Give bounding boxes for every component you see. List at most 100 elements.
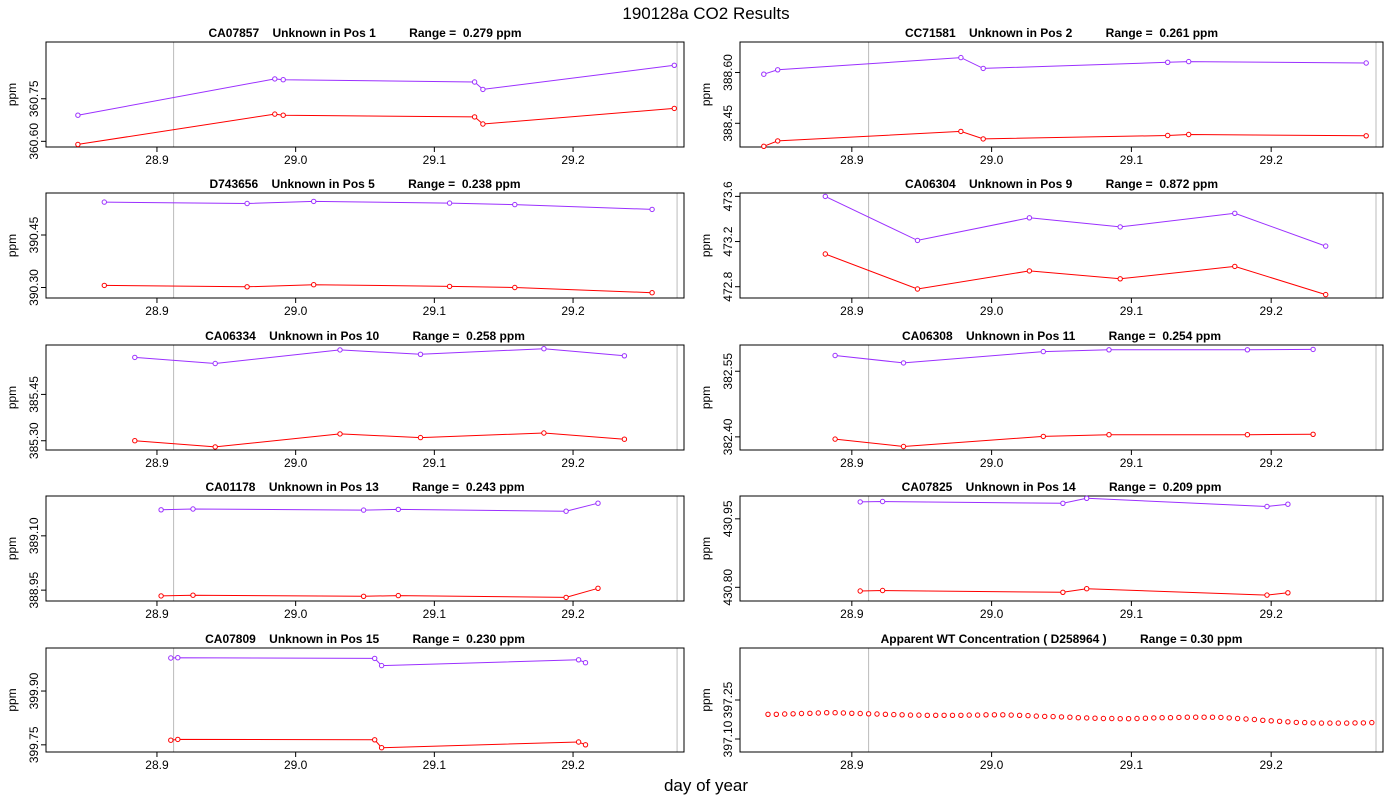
data-point xyxy=(941,712,947,718)
x-tick-label: 29.0 xyxy=(284,607,308,621)
y-tick-label: 399.75 xyxy=(27,726,41,763)
data-point xyxy=(1276,718,1283,724)
data-point xyxy=(75,141,81,148)
y-tick-label: 385.30 xyxy=(27,422,41,459)
data-point xyxy=(824,710,830,716)
series-lower xyxy=(857,586,1291,598)
x-tick-label: 28.9 xyxy=(840,607,864,621)
x-tick-label: 28.9 xyxy=(145,456,169,470)
series-upper xyxy=(832,346,1316,366)
x-tick-label: 28.9 xyxy=(145,758,169,772)
y-tick-label: 473.2 xyxy=(721,226,735,256)
data-point xyxy=(958,54,964,61)
panel-7: CA01178 Unknown in Pos 13 Range = 0.243 … xyxy=(5,480,685,621)
y-axis-label: ppm xyxy=(699,386,713,409)
y-tick-label: 397.25 xyxy=(721,681,735,718)
data-point xyxy=(1234,715,1241,722)
y-axis-label: ppm xyxy=(699,537,713,560)
data-point xyxy=(1176,714,1182,721)
data-point xyxy=(891,711,897,718)
data-point xyxy=(480,86,486,93)
panel-title: CA07809 Unknown in Pos 15 Range = 0.230 … xyxy=(205,632,525,646)
y-axis-label: ppm xyxy=(5,83,19,106)
x-tick-label: 29.0 xyxy=(980,607,1004,621)
panel-10: Apparent WT Concentration ( D258964 ) Ra… xyxy=(699,632,1384,772)
data-point xyxy=(1075,715,1082,721)
panel-9: CA07809 Unknown in Pos 15 Range = 0.230 … xyxy=(5,632,685,772)
y-axis-label: ppm xyxy=(5,234,19,257)
data-point xyxy=(815,710,821,716)
data-point xyxy=(1323,291,1329,298)
series-line xyxy=(104,284,653,294)
data-point xyxy=(1040,433,1047,440)
data-point xyxy=(101,199,108,205)
data-point xyxy=(882,711,889,717)
data-point xyxy=(168,655,174,661)
series-lower xyxy=(75,105,677,148)
data-point xyxy=(360,593,367,599)
data-point xyxy=(671,62,677,69)
x-tick-label: 28.9 xyxy=(145,607,169,621)
data-point xyxy=(417,351,424,357)
y-tick-label: 472.8 xyxy=(721,271,735,301)
x-tick-label: 29.2 xyxy=(561,153,585,167)
data-point xyxy=(916,712,922,718)
x-tick-label: 29.0 xyxy=(284,153,308,167)
data-point xyxy=(1084,495,1090,501)
data-point xyxy=(865,711,872,717)
data-point xyxy=(244,284,250,290)
y-tick-label: 385.45 xyxy=(27,376,41,413)
x-tick-label: 28.9 xyxy=(145,304,169,318)
panel-title: CA07825 Unknown in Pos 14 Range = 0.209 … xyxy=(902,480,1222,494)
plot-frame xyxy=(739,41,1384,148)
data-point xyxy=(832,710,838,716)
data-point xyxy=(1335,720,1342,726)
data-point xyxy=(1000,712,1006,718)
data-point xyxy=(1201,714,1207,720)
data-point xyxy=(1106,347,1112,353)
data-point xyxy=(1209,714,1216,720)
data-point xyxy=(1243,716,1249,722)
y-tick-label: 397.10 xyxy=(721,720,735,757)
plot-frame xyxy=(45,192,685,299)
panel-4: CA06304 Unknown in Pos 9 Range = 0.872 p… xyxy=(699,177,1384,318)
x-tick-label: 29.2 xyxy=(1259,153,1283,167)
data-point xyxy=(1117,716,1123,722)
data-point xyxy=(773,711,779,717)
data-point xyxy=(1363,133,1369,139)
x-tick-label: 29.2 xyxy=(1259,456,1283,470)
series-line xyxy=(860,497,1288,508)
data-point xyxy=(1310,431,1316,437)
data-point xyxy=(337,347,343,353)
y-tick-label: 390.30 xyxy=(27,269,41,306)
y-axis-label: ppm xyxy=(699,83,713,106)
data-point xyxy=(1285,719,1291,725)
data-point xyxy=(1232,210,1238,217)
data-point xyxy=(1026,268,1033,274)
data-point xyxy=(832,352,838,359)
data-point xyxy=(874,711,880,717)
data-point xyxy=(1232,263,1238,270)
data-point xyxy=(337,431,343,437)
data-point xyxy=(446,283,453,290)
data-point xyxy=(1264,592,1270,598)
series-line xyxy=(161,502,599,512)
data-point xyxy=(541,430,547,436)
y-axis-label: ppm xyxy=(699,234,713,257)
data-point xyxy=(1125,716,1132,722)
data-point xyxy=(807,710,813,716)
panel-5: CA06334 Unknown in Pos 10 Range = 0.258 … xyxy=(5,329,685,470)
data-point xyxy=(1109,715,1115,722)
y-tick-label: 389.10 xyxy=(27,517,41,554)
y-tick-label: 360.60 xyxy=(27,123,41,160)
data-point xyxy=(575,739,582,745)
series-lower xyxy=(761,128,1369,150)
data-point xyxy=(980,65,986,72)
data-point xyxy=(1117,224,1123,230)
data-point xyxy=(621,353,628,359)
data-point xyxy=(512,201,518,208)
plot-frame xyxy=(45,344,685,451)
series-line xyxy=(835,433,1314,448)
data-point xyxy=(1151,715,1157,721)
